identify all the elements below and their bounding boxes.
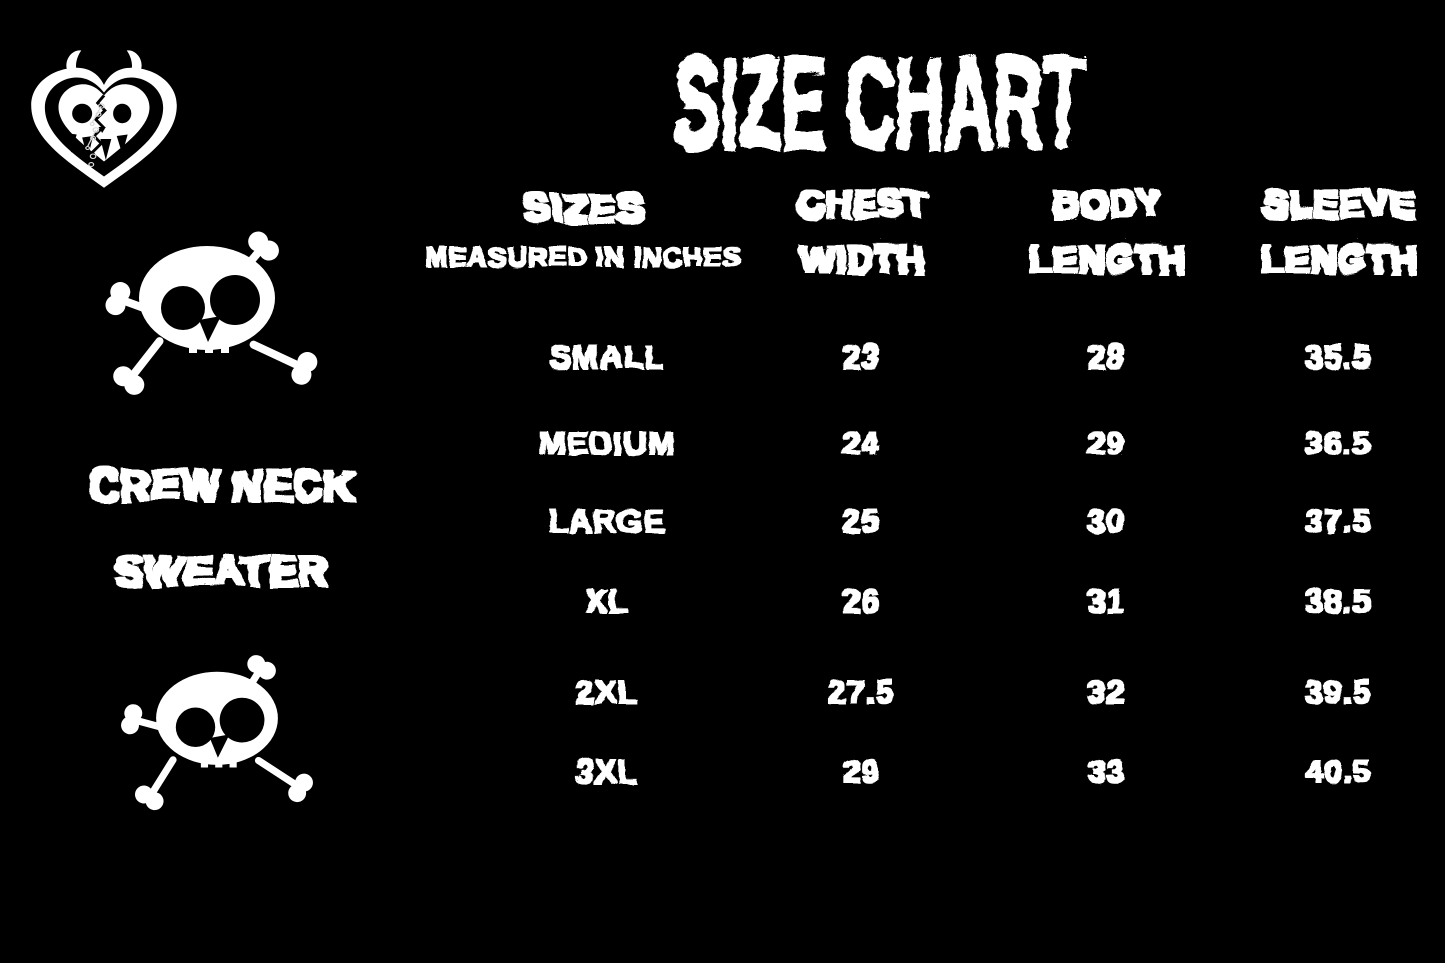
svg-text:31: 31 — [1086, 582, 1124, 618]
svg-text:CHEST: CHEST — [795, 182, 925, 223]
svg-text:25: 25 — [841, 502, 879, 538]
svg-text:SMALL: SMALL — [548, 338, 663, 374]
svg-text:SWEATER: SWEATER — [113, 545, 327, 592]
svg-text:40.5: 40.5 — [1304, 753, 1370, 789]
svg-text:MEDIUM: MEDIUM — [538, 424, 674, 460]
svg-text:BODY: BODY — [1050, 182, 1161, 223]
svg-text:SIZES: SIZES — [522, 185, 643, 229]
svg-text:LENGTH: LENGTH — [1258, 237, 1416, 278]
svg-text:37.5: 37.5 — [1304, 502, 1370, 538]
svg-text:39.5: 39.5 — [1304, 673, 1370, 709]
svg-text:23: 23 — [841, 338, 879, 374]
svg-text:32: 32 — [1086, 673, 1124, 709]
svg-text:30: 30 — [1086, 502, 1124, 538]
svg-text:38.5: 38.5 — [1304, 582, 1370, 618]
svg-text:LENGTH: LENGTH — [1026, 237, 1184, 278]
svg-text:28: 28 — [1086, 338, 1124, 374]
svg-text:29: 29 — [841, 753, 879, 789]
svg-text:29: 29 — [1086, 424, 1124, 460]
svg-text:LARGE: LARGE — [548, 502, 665, 538]
svg-text:CREW NECK: CREW NECK — [86, 460, 354, 507]
svg-text:36.5: 36.5 — [1304, 424, 1370, 460]
svg-text:35.5: 35.5 — [1304, 338, 1370, 374]
svg-text:26: 26 — [841, 582, 879, 618]
svg-text:WIDTH: WIDTH — [797, 237, 923, 278]
svg-text:MEASURED IN INCHES: MEASURED IN INCHES — [424, 241, 741, 271]
svg-text:33: 33 — [1086, 753, 1124, 789]
svg-text:3XL: 3XL — [575, 753, 637, 789]
svg-text:XL: XL — [585, 582, 628, 618]
svg-text:24: 24 — [841, 424, 879, 460]
svg-text:SLEEVE: SLEEVE — [1261, 182, 1413, 223]
svg-text:SIZE CHART: SIZE CHART — [672, 25, 1083, 171]
svg-text:27.5: 27.5 — [827, 673, 893, 709]
svg-text:2XL: 2XL — [575, 673, 637, 709]
